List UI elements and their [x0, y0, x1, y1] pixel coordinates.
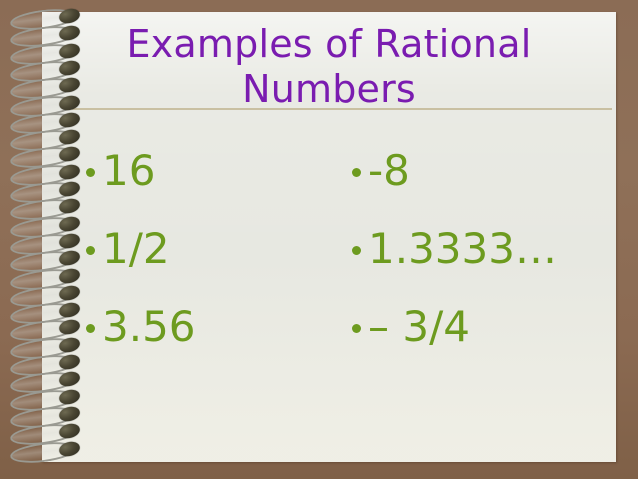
list-item: 1/2 [86, 210, 326, 288]
list-item: -8 [352, 132, 602, 210]
round-bullet-icon [86, 323, 95, 333]
notebook-page: Examples of Rational Numbers 16 1/2 3.56 [42, 12, 616, 462]
round-bullet-icon [352, 167, 361, 177]
list-item-label: -8 [368, 146, 410, 195]
list-item-label: – 3/4 [368, 302, 470, 351]
list-item: 3.56 [86, 288, 326, 366]
round-bullet-icon [86, 245, 95, 255]
list-item-label: 1/2 [102, 224, 170, 273]
bullet-columns: 16 1/2 3.56 -8 1.3333… [42, 132, 616, 382]
list-item: 1.3333… [352, 210, 602, 288]
round-bullet-icon [352, 323, 361, 333]
bullet-column-right: -8 1.3333… – 3/4 [352, 132, 602, 366]
list-item-label: 3.56 [102, 302, 196, 351]
round-bullet-icon [352, 245, 361, 255]
bullet-column-left: 16 1/2 3.56 [86, 132, 326, 366]
round-bullet-icon [86, 167, 95, 177]
list-item: – 3/4 [352, 288, 602, 366]
list-item-label: 1.3333… [368, 224, 557, 273]
list-item-label: 16 [102, 146, 156, 195]
slide-title: Examples of Rational Numbers [126, 22, 532, 111]
title-divider-rule [72, 108, 612, 110]
list-item: 16 [86, 132, 326, 210]
